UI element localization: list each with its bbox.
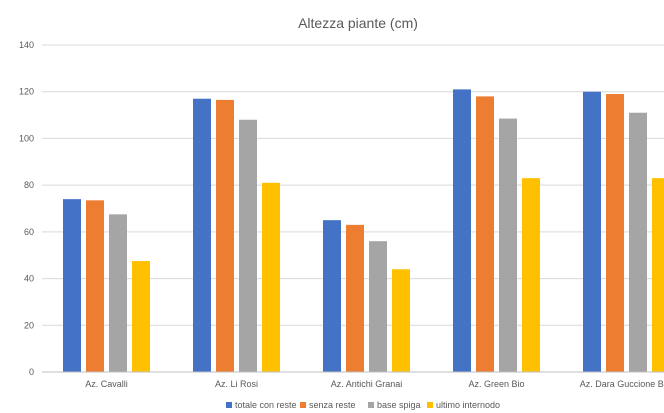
bar [109, 214, 127, 372]
legend-swatch [427, 402, 433, 408]
y-tick-label: 80 [24, 180, 34, 190]
x-category-label: Az. Cavalli [85, 379, 128, 389]
legend: totale con reste senza reste base spiga ult… [226, 400, 500, 410]
bar [63, 199, 81, 372]
bars [63, 89, 664, 373]
y-tick-label: 100 [19, 133, 34, 143]
x-category-label: Az. Antichi Granai [331, 379, 403, 389]
bar [583, 91, 601, 372]
bar [262, 182, 280, 372]
y-tick-label: 0 [29, 367, 34, 377]
bar [193, 98, 211, 372]
legend-label: senza reste [309, 400, 356, 410]
x-category-label: Az. Li Rosi [215, 379, 258, 389]
bar [132, 261, 150, 372]
bar [522, 178, 540, 372]
x-category-label: Az. Green Bio [468, 379, 524, 389]
bar [453, 89, 471, 372]
bar [392, 269, 410, 372]
legend-swatch [368, 402, 374, 408]
bar [239, 119, 257, 372]
bar [369, 241, 387, 372]
chart-title: Altezza piante (cm) [298, 15, 418, 31]
bar [606, 94, 624, 373]
legend-label: ultimo internodo [436, 400, 500, 410]
legend-swatch [300, 402, 306, 408]
bar [323, 220, 341, 372]
y-tick-label: 20 [24, 320, 34, 330]
y-tick-label: 60 [24, 227, 34, 237]
bar [476, 96, 494, 372]
bar [216, 99, 234, 372]
bar [629, 112, 647, 372]
x-category-label: Az. Dara Guccione Biof [580, 379, 664, 389]
legend-label: base spiga [377, 400, 421, 410]
x-axis-categories: Az. Cavalli Az. Li Rosi Az. Antichi Granai… [85, 379, 664, 389]
bar [499, 118, 517, 372]
legend-label: totale con reste [235, 400, 297, 410]
legend-swatch [226, 402, 232, 408]
bar [346, 224, 364, 372]
y-axis-ticks: 0 20 40 60 80 100 120 140 [19, 40, 34, 377]
y-tick-label: 140 [19, 40, 34, 50]
bar [86, 200, 104, 372]
y-tick-label: 40 [24, 274, 34, 284]
y-tick-label: 120 [19, 87, 34, 97]
bar [652, 178, 664, 372]
